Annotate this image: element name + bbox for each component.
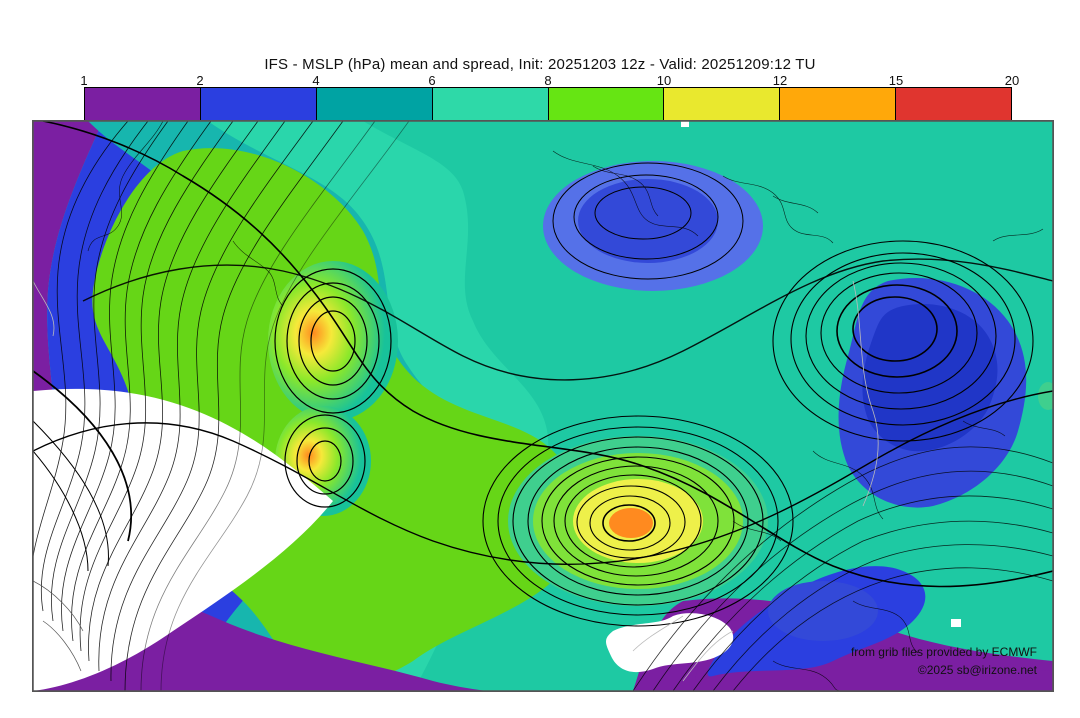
chart-title: IFS - MSLP (hPa) mean and spread, Init: … [0,56,1080,73]
colorbar-segment-10-12 [664,88,780,120]
weather-map-page: IFS - MSLP (hPa) mean and spread, Init: … [0,0,1080,718]
tick-label-1: 1 [80,73,87,88]
attribution-line1: from grib files provided by ECMWF [851,645,1037,659]
tick-label-6: 6 [428,73,435,88]
colorbar-ticks: 1 2 4 6 8 10 12 15 20 [84,73,1012,87]
colorbar-segment-2-4 [201,88,317,120]
colorbar-gradient [84,87,1012,121]
colorbar-segment-15-20 [896,88,1011,120]
colorbar-segment-4-6 [317,88,433,120]
tick-label-15: 15 [889,73,903,88]
tick-label-4: 4 [312,73,319,88]
colorbar-segment-12-15 [780,88,896,120]
tick-label-10: 10 [657,73,671,88]
colorbar-segment-1-2 [85,88,201,120]
tick-label-2: 2 [196,73,203,88]
tick-label-12: 12 [773,73,787,88]
tick-label-8: 8 [544,73,551,88]
map-canvas[interactable]: from grib files provided by ECMWF ©2025 … [32,120,1054,692]
attribution-line2: ©2025 sb@irizone.net [918,663,1037,677]
colorbar-segment-8-10 [549,88,665,120]
colorbar-segment-6-8 [433,88,549,120]
mslp-map-svg [33,121,1053,691]
colorbar-container: 1 2 4 6 8 10 12 15 20 [84,73,1012,121]
tick-label-20: 20 [1005,73,1019,88]
